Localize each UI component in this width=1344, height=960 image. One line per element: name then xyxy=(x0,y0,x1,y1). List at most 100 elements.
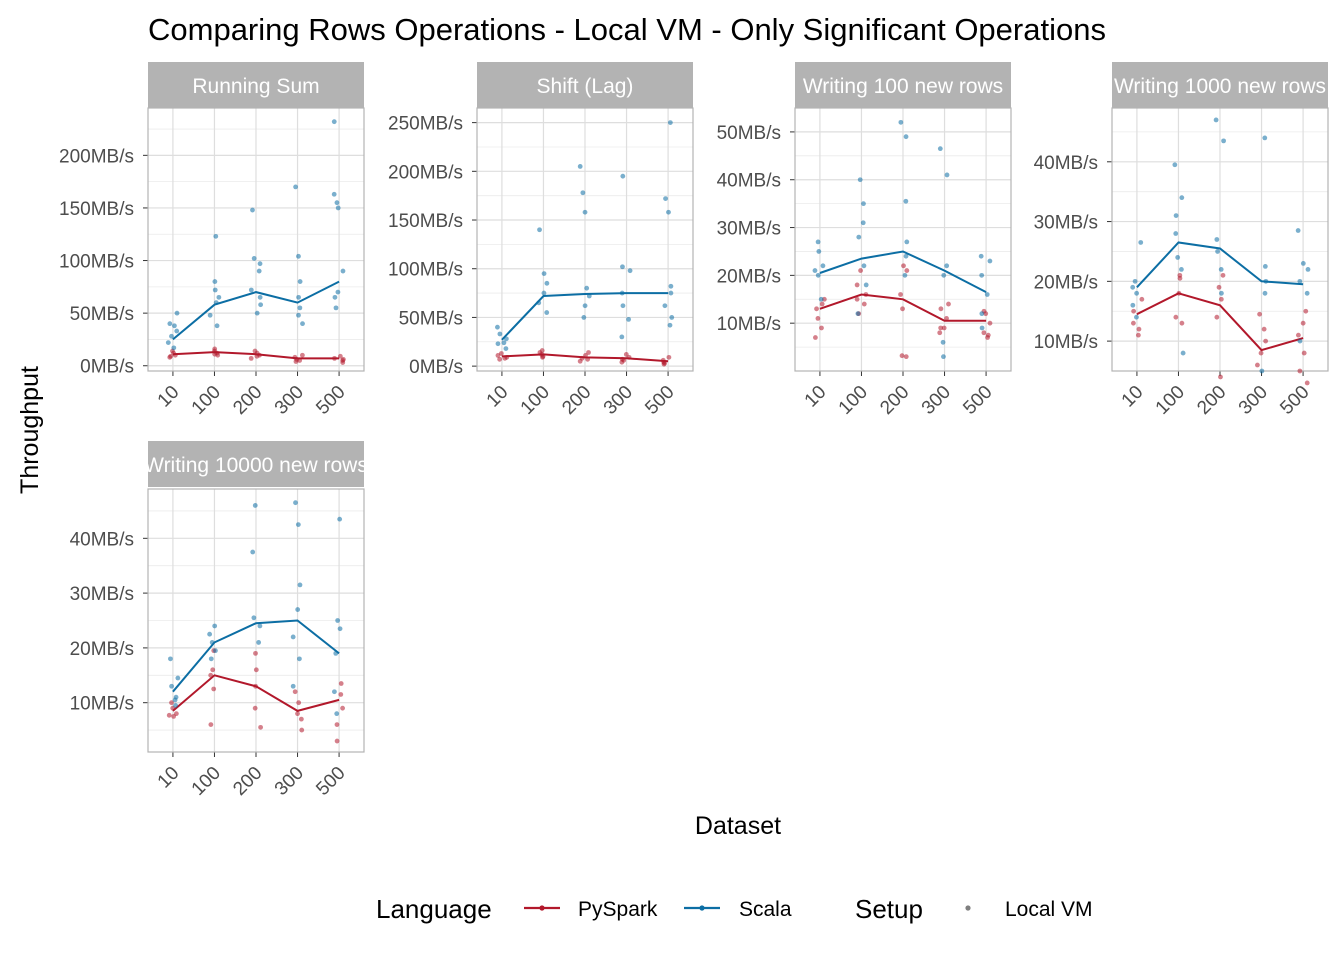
data-point-scala xyxy=(256,640,262,645)
data-point-scala xyxy=(1214,237,1220,242)
data-point-pyspark xyxy=(253,667,259,673)
y-tick-label: 150MB/s xyxy=(388,211,463,232)
data-point-scala xyxy=(544,280,550,286)
data-point-scala xyxy=(1262,135,1268,141)
data-point-scala xyxy=(214,323,220,329)
data-point-scala xyxy=(169,333,174,339)
data-point-pyspark xyxy=(1179,320,1185,326)
data-point-scala xyxy=(168,656,173,662)
data-point-scala xyxy=(620,173,626,179)
y-tick-label: 100MB/s xyxy=(388,260,463,281)
data-point-scala xyxy=(256,268,262,274)
data-point-scala xyxy=(662,303,668,309)
data-point-scala xyxy=(297,656,302,662)
data-point-pyspark xyxy=(498,351,504,356)
facet-panels: Running Sum0MB/s50MB/s100MB/s150MB/s200M… xyxy=(59,62,1329,800)
x-tick-label: 200 xyxy=(876,382,913,419)
data-point-scala xyxy=(173,703,179,708)
data-point-pyspark xyxy=(169,700,174,706)
data-point-pyspark xyxy=(1135,332,1141,338)
data-point-pyspark xyxy=(903,354,909,360)
x-tick-label: 300 xyxy=(271,763,308,800)
data-point-pyspark xyxy=(334,738,340,744)
data-point-pyspark xyxy=(1139,296,1145,302)
series-line-pyspark xyxy=(172,674,340,712)
data-point-scala xyxy=(250,207,255,213)
data-point-scala xyxy=(941,354,946,360)
data-point-pyspark xyxy=(861,301,867,307)
facet-strip-label: Writing 10000 new rows xyxy=(144,454,368,477)
data-point-scala xyxy=(666,209,671,215)
data-point-pyspark xyxy=(1131,308,1137,314)
data-point-scala xyxy=(1180,350,1186,356)
data-point-scala xyxy=(544,310,550,315)
data-point-pyspark xyxy=(208,722,214,728)
data-point-scala xyxy=(175,675,181,681)
series-line-scala xyxy=(172,280,340,341)
x-tick-label: 300 xyxy=(271,382,308,419)
facet-panel: Running Sum 0MB/s 50MB/s 100MB/s 150MB/s 200M… xyxy=(59,62,365,419)
data-point-scala xyxy=(334,711,340,717)
data-point-scala xyxy=(254,310,260,316)
data-point-scala xyxy=(293,500,298,506)
data-point-scala xyxy=(1213,117,1219,123)
y-tick-label: 0MB/s xyxy=(409,357,463,378)
data-point-scala xyxy=(818,296,824,302)
data-point-pyspark xyxy=(1136,326,1142,332)
data-point-scala xyxy=(904,239,910,245)
y-tick-label: 30MB/s xyxy=(717,219,781,240)
data-point-scala xyxy=(902,272,908,278)
x-tick-label: 100 xyxy=(1152,382,1189,419)
series-line-pyspark xyxy=(172,351,340,360)
data-point-scala xyxy=(1259,368,1265,374)
y-tick-label: 250MB/s xyxy=(388,114,463,135)
x-tick-label: 10 xyxy=(801,382,831,412)
data-point-scala xyxy=(165,340,171,345)
panel-border xyxy=(147,488,365,753)
data-point-scala xyxy=(252,503,258,508)
x-tick-label: 300 xyxy=(600,382,637,419)
data-point-scala xyxy=(335,618,341,623)
x-tick-label: 10 xyxy=(154,382,184,412)
data-point-scala xyxy=(541,290,547,296)
data-point-pyspark xyxy=(623,352,629,357)
x-tick-label: 500 xyxy=(1276,382,1313,419)
data-point-scala xyxy=(626,316,631,322)
data-point-scala xyxy=(1300,261,1306,266)
data-point-pyspark xyxy=(295,711,300,717)
data-point-pyspark xyxy=(292,689,298,695)
data-point-scala xyxy=(331,191,337,197)
y-tick-label: 200MB/s xyxy=(388,162,463,183)
data-point-pyspark xyxy=(904,268,910,273)
y-tick-label: 40MB/s xyxy=(70,529,134,550)
x-tick-label: 100 xyxy=(517,382,554,419)
x-tick-label: 10 xyxy=(1118,382,1148,412)
data-point-scala xyxy=(251,256,257,261)
data-point-pyspark xyxy=(1177,272,1183,278)
facet-strip-label: Running Sum xyxy=(192,75,319,98)
data-point-scala xyxy=(171,345,177,351)
data-point-scala xyxy=(856,234,862,240)
data-point-scala xyxy=(212,287,218,293)
data-point-scala xyxy=(297,279,303,284)
legend-scala-dot xyxy=(699,905,705,911)
data-point-scala xyxy=(978,253,984,259)
data-point-scala xyxy=(1130,302,1136,308)
data-point-scala xyxy=(1173,231,1179,236)
data-point-scala xyxy=(541,271,547,276)
y-tick-label: 200MB/s xyxy=(59,146,134,167)
data-point-scala xyxy=(1219,290,1224,296)
data-point-scala xyxy=(1221,138,1226,144)
facet-strip xyxy=(148,62,364,108)
y-tick-label: 20MB/s xyxy=(1034,272,1098,293)
data-point-scala xyxy=(669,315,675,320)
data-point-pyspark xyxy=(1214,314,1220,320)
data-point-pyspark xyxy=(819,325,824,331)
panel-border xyxy=(794,107,1012,372)
data-point-scala xyxy=(334,200,340,206)
legend-setup-dot xyxy=(965,905,971,911)
x-tick-label: 300 xyxy=(1235,382,1272,419)
data-point-pyspark xyxy=(937,330,943,336)
data-point-scala xyxy=(174,310,180,316)
